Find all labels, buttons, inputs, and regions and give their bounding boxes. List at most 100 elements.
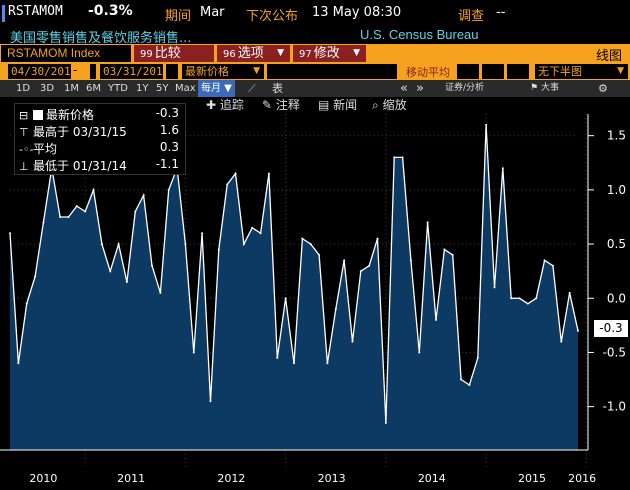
scroll-left-icon[interactable]: « <box>400 81 408 96</box>
securities-analysis-button[interactable]: 证券/分析 <box>445 83 485 93</box>
data-source: U.S. Census Bureau <box>360 27 479 42</box>
data-point <box>401 156 404 159</box>
survey-value: -- <box>496 5 506 20</box>
data-point <box>326 362 329 365</box>
x-tick-label: 2010 <box>29 472 57 485</box>
period-bar: 1D 3D 1M 6M YTD 1Y 5Y Max 每月 ▼ ⟋ 表 « » 证… <box>0 80 630 97</box>
y-tick-label: 0.0 <box>607 291 626 305</box>
security-description-bar: 美国零售销售及餐饮服务销售... U.S. Census Bureau <box>0 27 630 46</box>
moving-average-label: 移动平均 <box>406 66 450 79</box>
start-date-input[interactable]: 04/30/2010 <box>8 64 77 79</box>
data-point <box>476 356 479 359</box>
scroll-right-icon[interactable]: » <box>416 81 424 96</box>
events-button[interactable]: ⚑ 大事 <box>530 81 559 96</box>
data-point <box>426 221 429 224</box>
ma-input-2[interactable] <box>482 64 504 79</box>
period-1y[interactable]: 1Y <box>136 83 149 94</box>
data-point <box>284 297 287 300</box>
high-marker-icon: ⊤ <box>19 126 29 139</box>
period-max[interactable]: Max <box>175 83 196 94</box>
change-value: -0.3% <box>88 3 133 19</box>
data-point <box>134 210 137 213</box>
y-tick-label: -1.0 <box>603 400 626 414</box>
ma-input-1[interactable] <box>457 64 479 79</box>
annotate-tool[interactable]: ✎ 注释 <box>262 97 300 114</box>
period-5y[interactable]: 5Y <box>156 83 169 94</box>
data-point <box>535 297 538 300</box>
legend-expand-icon: ⊟ <box>19 109 29 122</box>
data-point <box>167 188 170 191</box>
data-point <box>384 421 387 424</box>
data-point <box>301 237 304 240</box>
date-separator: - <box>73 63 78 77</box>
data-point <box>526 302 529 305</box>
zoom-tool[interactable]: ⌕ 缩放 <box>372 97 407 114</box>
index-name-field[interactable]: RSTAMOM Index <box>1 45 131 62</box>
data-point <box>92 188 95 191</box>
legend-last-item: ⊟ 最新价格 <box>19 106 94 123</box>
data-point <box>125 281 128 283</box>
edit-label: 修改 <box>313 46 340 61</box>
lower-panel-selector[interactable]: 无下半图 ▼ <box>535 64 628 79</box>
lower-panel-label: 无下半图 <box>538 65 582 78</box>
next-release-label: 下次公布 <box>246 9 299 24</box>
data-point <box>435 318 437 321</box>
data-point <box>443 248 446 251</box>
legend-avg-value: 0.3 <box>159 140 179 154</box>
data-point <box>309 243 312 246</box>
news-tool[interactable]: ▤ 新闻 <box>318 97 357 114</box>
chart-svg: -1.0 -0.5 0.0 0.5 1.0 1.5 2010 2011 2012 2013 201… <box>0 114 626 485</box>
data-point <box>234 172 237 175</box>
table-button[interactable]: 表 <box>272 82 283 95</box>
compare-button[interactable]: 99 比较 <box>134 45 214 62</box>
chart-area[interactable]: -1.0 -0.5 0.0 0.5 1.0 1.5 2010 2011 2012 2013 201… <box>0 114 630 490</box>
period-ytd[interactable]: YTD <box>108 83 128 94</box>
line-chart-icon[interactable]: ⟋ <box>248 82 256 95</box>
x-tick-label: 2011 <box>117 472 145 485</box>
ticker-symbol[interactable]: RSTAMOM <box>8 4 63 19</box>
chart-toolbar: RSTAMOM Index 99 比较 96 选项 ▼ 97 修改 ▼ 线图 <box>0 44 630 64</box>
legend-avg-label: 平均 <box>33 142 58 156</box>
track-tool[interactable]: ✚ 追踪 <box>206 97 244 114</box>
last-price-dropdown-icon: ▼ <box>253 66 260 76</box>
data-point <box>518 297 521 300</box>
data-point <box>543 259 546 262</box>
next-release-value: 13 May 08:30 <box>312 5 402 20</box>
field-blank[interactable] <box>267 64 397 79</box>
data-point <box>418 351 421 354</box>
last-value-badge: -0.3 <box>594 320 628 337</box>
data-point <box>351 340 354 343</box>
settings-gear-icon[interactable]: ⚙ <box>598 82 608 95</box>
events-label: 大事 <box>540 83 559 93</box>
options-button[interactable]: 96 选项 ▼ <box>217 45 290 62</box>
average-marker-icon: -◦- <box>19 143 34 156</box>
chart-type-selector[interactable]: 线图 <box>595 49 622 64</box>
period-3d[interactable]: 3D <box>40 83 55 94</box>
data-point <box>192 351 195 354</box>
period-1d[interactable]: 1D <box>16 83 31 94</box>
data-point <box>34 275 37 278</box>
data-point <box>359 270 362 273</box>
last-price-selector[interactable]: 最新价格 ▼ <box>182 64 264 79</box>
data-point <box>485 123 488 126</box>
legend-last-value: -0.3 <box>155 106 179 120</box>
data-point <box>84 210 87 213</box>
data-point <box>117 243 120 246</box>
zoom-label: 缩放 <box>382 98 407 112</box>
data-point <box>42 221 45 224</box>
calendar-button[interactable] <box>166 64 178 79</box>
data-point <box>376 237 379 240</box>
frequency-selector[interactable]: 每月 ▼ <box>198 80 235 97</box>
compare-label: 比较 <box>154 46 181 61</box>
pencil-icon: ✎ <box>262 98 273 112</box>
y-tick-label: 1.5 <box>607 129 626 143</box>
period-1m[interactable]: 1M <box>64 83 79 94</box>
ma-input-3[interactable] <box>507 64 529 79</box>
x-tick-label: 2015 <box>518 472 546 485</box>
edit-button[interactable]: 97 修改 ▼ <box>293 45 366 62</box>
flag-icon: ⚑ <box>530 83 539 93</box>
data-point <box>493 286 496 289</box>
end-date-input[interactable]: 03/31/2016 <box>100 64 169 79</box>
period-6m[interactable]: 6M <box>86 83 101 94</box>
annotate-label: 注释 <box>275 98 300 112</box>
